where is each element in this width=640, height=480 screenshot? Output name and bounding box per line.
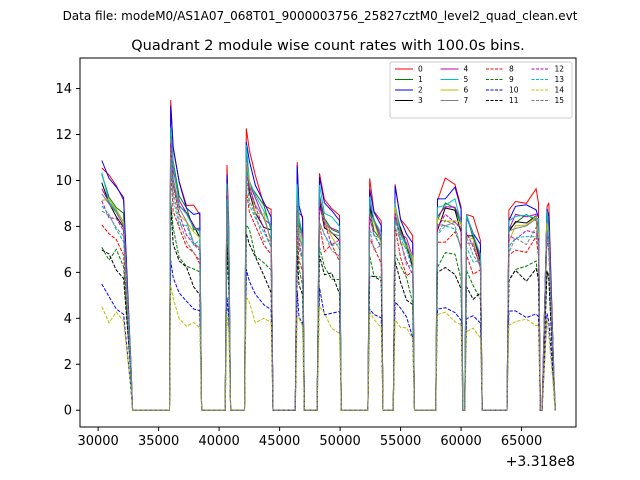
y-tick-label: 0 (64, 404, 72, 419)
legend-label-10: 10 (509, 86, 519, 95)
series-line-14 (101, 285, 556, 411)
series-layer (101, 99, 556, 411)
plot-frame (79, 57, 577, 428)
series-line-11 (101, 204, 556, 411)
y-tick-label: 14 (55, 82, 72, 97)
legend-label-3: 3 (418, 96, 423, 105)
legend-label-0: 0 (418, 65, 423, 74)
x-tick-label: 45000 (259, 434, 300, 449)
legend-label-9: 9 (509, 75, 514, 84)
legend-label-11: 11 (509, 96, 519, 105)
datafile-label: Data file: modeM0/AS1A07_068T01_90000037… (63, 9, 578, 23)
legend-label-2: 2 (418, 86, 423, 95)
legend-label-14: 14 (555, 86, 565, 95)
x-tick-label: 40000 (198, 434, 239, 449)
chart-title: Quadrant 2 module wise count rates with … (131, 38, 525, 54)
legend-label-12: 12 (555, 65, 565, 74)
legend-label-13: 13 (555, 75, 565, 84)
legend-label-1: 1 (418, 75, 423, 84)
y-tick-label: 12 (55, 128, 72, 143)
x-tick-label: 65000 (501, 434, 542, 449)
series-line-8 (101, 169, 556, 411)
legend-label-6: 6 (464, 86, 469, 95)
y-tick-label: 8 (64, 220, 72, 235)
y-tick-label: 4 (64, 312, 72, 327)
x-tick-label: 35000 (138, 434, 179, 449)
axes-layer: 30000 35000 40000 45000 50000 55000 60000 65000… (55, 57, 577, 449)
series-line-15 (101, 148, 556, 411)
x-tick-label: 60000 (440, 434, 481, 449)
y-tick-label: 2 (64, 358, 72, 373)
legend-label-5: 5 (464, 75, 469, 84)
x-tick-label: 30000 (77, 434, 118, 449)
x-tick-label: 55000 (380, 434, 421, 449)
y-tick-label: 10 (55, 174, 72, 189)
legend-label-4: 4 (464, 65, 469, 74)
legend-label-15: 15 (555, 96, 565, 105)
x-tick-label: 50000 (319, 434, 360, 449)
legend-box (389, 61, 573, 119)
x-offset-label: +3.318e8 (506, 454, 575, 470)
y-tick-label: 6 (64, 266, 72, 281)
legend-label-7: 7 (464, 96, 469, 105)
legend-label-8: 8 (509, 65, 514, 74)
